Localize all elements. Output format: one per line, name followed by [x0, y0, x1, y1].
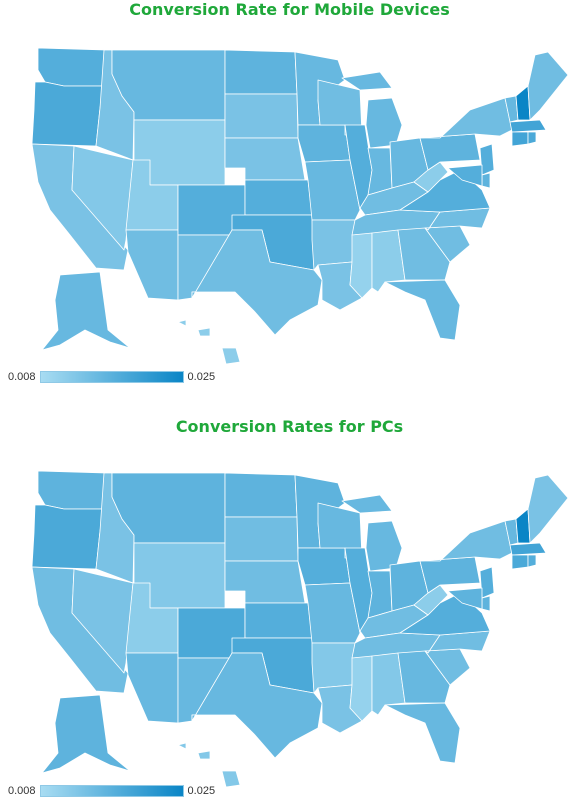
- state-ma: [509, 542, 547, 556]
- state-me: [527, 474, 569, 544]
- state-nv: [71, 568, 134, 674]
- state-ms: [349, 232, 373, 299]
- state-ia: [297, 124, 351, 163]
- state-hi: [177, 319, 241, 365]
- state-nd: [224, 49, 298, 95]
- state-ms: [349, 655, 373, 722]
- state-ga: [397, 650, 451, 704]
- state-ne: [224, 137, 306, 181]
- state-az: [125, 652, 179, 724]
- state-wi: [317, 79, 363, 136]
- state-tx: [191, 229, 323, 336]
- state-pa: [419, 133, 481, 171]
- state-ri: [527, 554, 537, 568]
- color-legend: 0.008 0.025: [8, 371, 215, 383]
- state-me: [527, 51, 569, 121]
- pc-map-panel: Conversion Rates for PCs 0.008 0.025: [0, 405, 579, 801]
- state-nv: [71, 145, 134, 251]
- state-wa: [37, 47, 106, 87]
- legend-max-label: 0.025: [187, 371, 216, 383]
- state-ne: [224, 560, 306, 604]
- legend-gradient-bar: [39, 371, 184, 383]
- state-nd: [224, 472, 298, 518]
- state-in: [367, 147, 393, 196]
- map-title: Conversion Rates for PCs: [175, 417, 404, 436]
- state-ct: [511, 554, 529, 570]
- state-sd: [224, 93, 299, 139]
- state-ga: [397, 227, 451, 281]
- state-ks: [244, 602, 313, 639]
- choropleth-map-mobile: [31, 47, 569, 365]
- map-title: Conversion Rate for Mobile Devices: [129, 0, 450, 19]
- mobile-map-panel: Conversion Rate for Mobile Devices 0.008…: [0, 0, 579, 400]
- state-tx: [191, 652, 323, 759]
- state-ks: [244, 179, 313, 216]
- state-in: [367, 570, 393, 619]
- state-ny: [419, 520, 513, 562]
- state-ny: [419, 97, 513, 139]
- state-ma: [509, 119, 547, 133]
- state-pa: [419, 556, 481, 594]
- state-ak: [41, 271, 131, 351]
- legend-min-label: 0.008: [8, 371, 36, 383]
- state-hi: [177, 742, 241, 788]
- legend-max-label: 0.025: [187, 785, 216, 797]
- choropleth-map-pc: [31, 470, 569, 788]
- state-de: [481, 595, 491, 612]
- state-fl: [384, 279, 461, 341]
- state-fl: [384, 702, 461, 764]
- state-sd: [224, 516, 299, 562]
- state-ct: [511, 131, 529, 147]
- state-de: [481, 172, 491, 189]
- state-ia: [297, 547, 351, 586]
- state-md: [447, 587, 483, 610]
- state-az: [125, 229, 179, 301]
- state-or: [31, 504, 105, 570]
- state-md: [447, 164, 483, 187]
- state-wa: [37, 470, 106, 510]
- state-ak: [41, 694, 131, 774]
- state-or: [31, 81, 105, 147]
- legend-min-label: 0.008: [8, 785, 36, 797]
- legend-gradient-bar: [39, 785, 184, 797]
- color-legend: 0.008 0.025: [8, 785, 215, 797]
- state-ri: [527, 131, 537, 145]
- state-wi: [317, 502, 363, 559]
